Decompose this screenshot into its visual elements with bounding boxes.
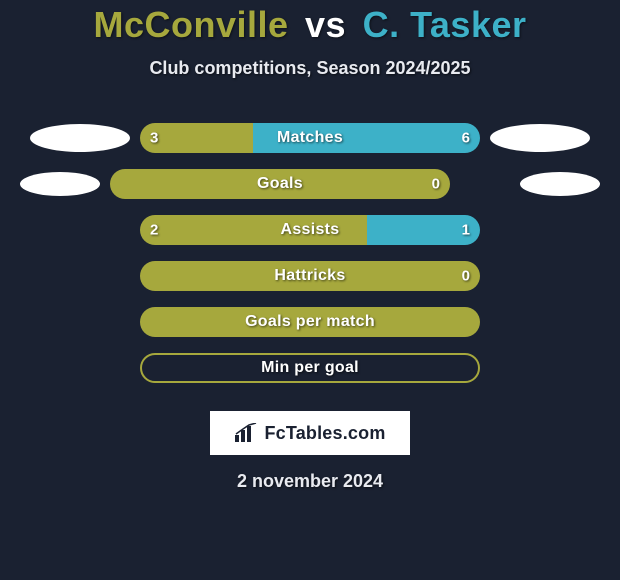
stat-label: Min per goal [142,359,478,377]
bar-segment-left [140,307,480,337]
player-avatar-right [520,172,600,196]
stat-row: Hattricks0 [0,253,620,299]
stat-bar: Goals0 [110,169,450,199]
stat-bar: Goals per match [140,307,480,337]
title-vs: vs [305,4,346,45]
stat-row: Matches36 [0,115,620,161]
stat-rows: Matches36 Goals0 Assists21 Hattricks0 Goals … [0,115,620,391]
stat-row: Assists21 [0,207,620,253]
bar-chart-icon [234,423,258,443]
subtitle: Club competitions, Season 2024/2025 [0,58,620,79]
bar-segment-left [140,261,480,291]
bar-segment-left [140,123,253,153]
brand-text: FcTables.com [264,423,385,444]
stat-bar: Hattricks0 [140,261,480,291]
stat-bar: Matches36 [140,123,480,153]
stat-row: Min per goal [0,345,620,391]
comparison-infographic: McConville vs C. Tasker Club competition… [0,0,620,492]
stat-bar: Min per goal [140,353,480,383]
date-label: 2 november 2024 [0,471,620,492]
stat-row: Goals0 [0,161,620,207]
bar-segment-right [253,123,480,153]
player-avatar-left [20,172,100,196]
player-avatar-right [490,124,590,152]
stat-bar: Assists21 [140,215,480,245]
player-avatar-left [30,124,130,152]
title-player1: McConville [93,4,288,45]
title-player2: C. Tasker [363,4,527,45]
bar-segment-left [110,169,450,199]
bar-segment-left [140,215,367,245]
brand-badge: FcTables.com [210,411,410,455]
stat-row: Goals per match [0,299,620,345]
page-title: McConville vs C. Tasker [0,4,620,46]
bar-segment-right [367,215,480,245]
